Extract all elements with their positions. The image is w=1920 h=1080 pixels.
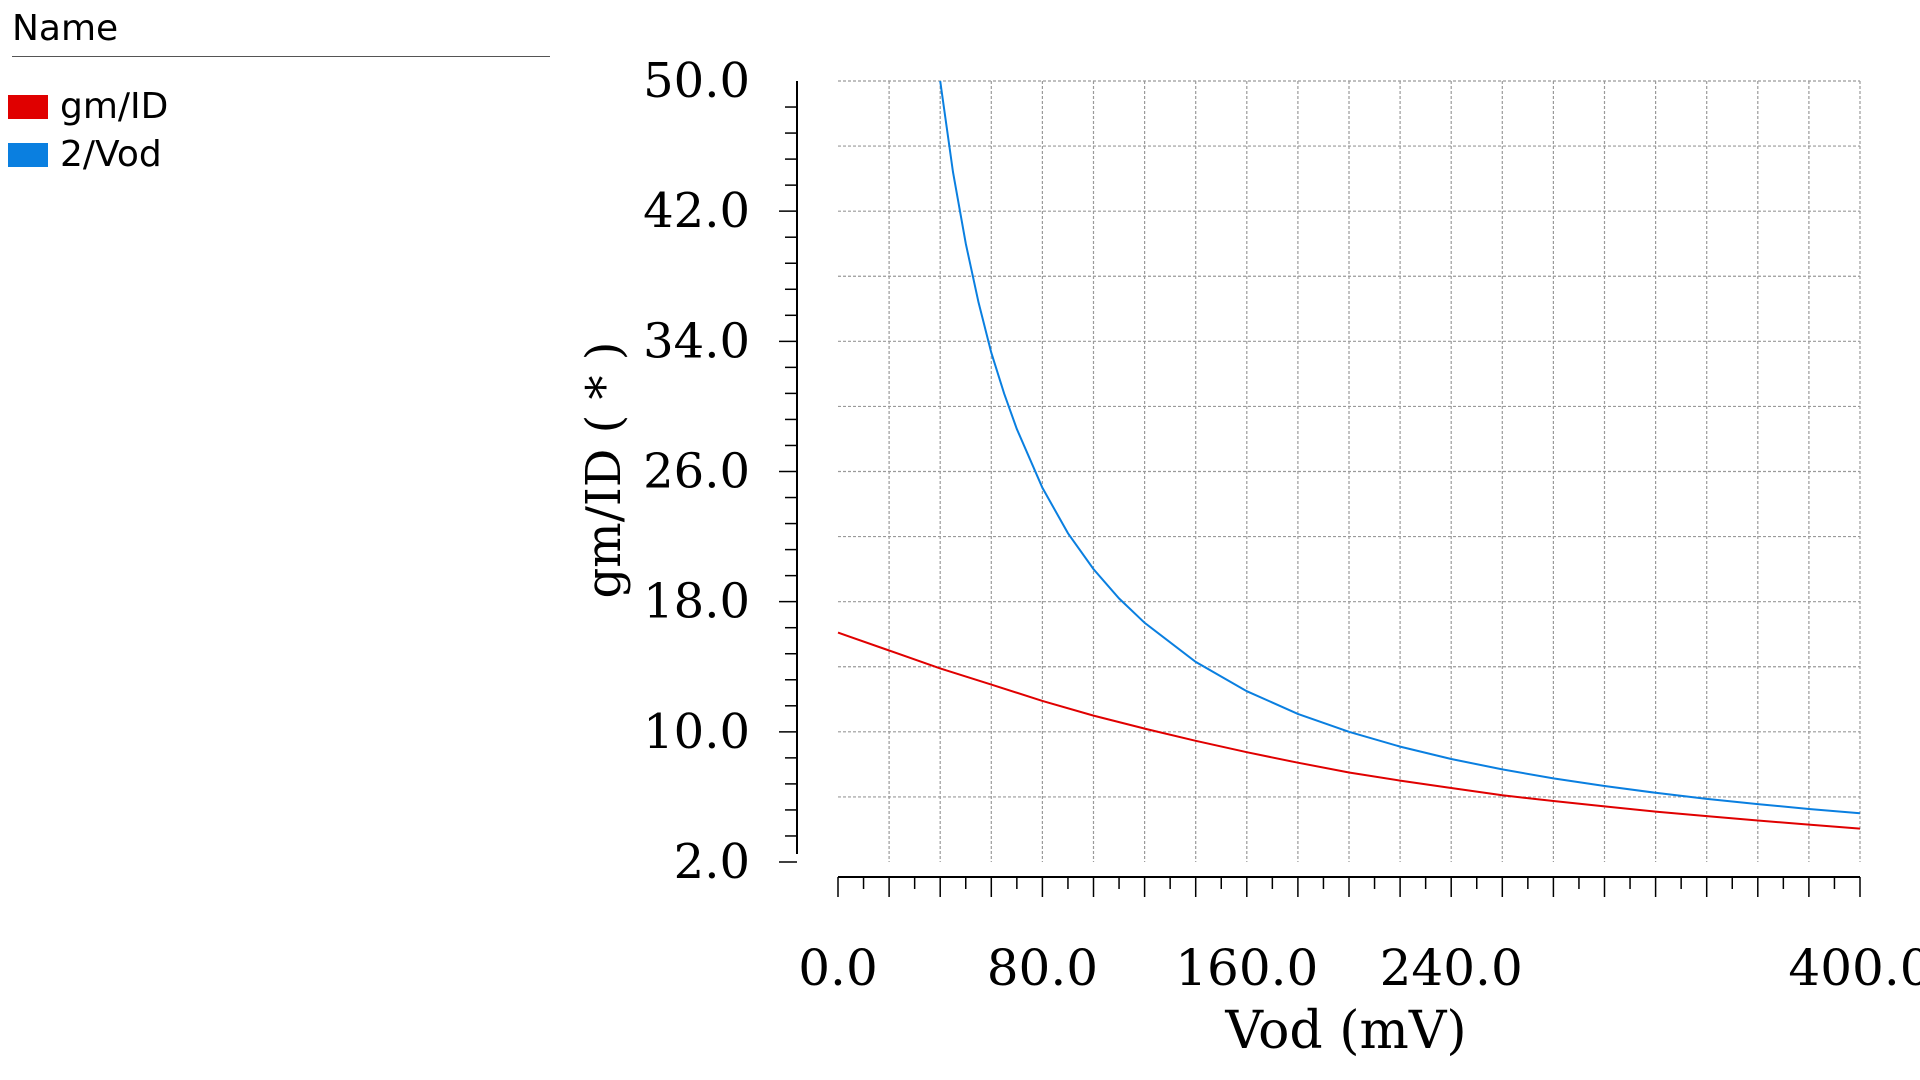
x-tick-label: 0.0 <box>798 939 878 997</box>
y-axis-label: gm/ID ( * ) <box>576 341 632 598</box>
x-axis-label: Vod (mV) <box>1224 1001 1466 1061</box>
y-tick-label: 10.0 <box>643 704 750 760</box>
legend-header: Name <box>12 8 119 49</box>
x-axis: 0.0 80.0 160.0 240.0 400.0 <box>798 876 1920 997</box>
y-tick-label: 42.0 <box>643 183 750 239</box>
series-line-2-vod <box>939 80 1861 815</box>
legend-item-2-vod[interactable]: 2/Vod <box>8 134 162 175</box>
x-tick-label: 240.0 <box>1380 939 1523 997</box>
y-tick-label: 26.0 <box>643 444 750 500</box>
x-tick-label: 400.0 <box>1788 939 1920 997</box>
legend-swatch-gm-id <box>8 94 48 119</box>
legend-label-gm-id: gm/ID <box>60 86 169 127</box>
grid <box>838 80 1861 862</box>
y-tick-label: 18.0 <box>643 574 750 630</box>
y-axis: 2.0 10.0 18.0 26.0 34.0 42.0 50.0 <box>643 53 798 890</box>
x-tick-label: 160.0 <box>1175 939 1318 997</box>
legend-label-2-vod: 2/Vod <box>60 134 162 175</box>
legend-item-gm-id[interactable]: gm/ID <box>8 86 168 127</box>
y-tick-label: 50.0 <box>643 53 750 109</box>
y-tick-label: 34.0 <box>643 313 750 369</box>
legend-swatch-2-vod <box>8 142 48 167</box>
series-line-gm-id <box>837 631 1861 830</box>
series-layer <box>837 80 1861 830</box>
y-tick-label: 2.0 <box>674 834 750 890</box>
legend-divider <box>12 56 550 57</box>
x-tick-label: 80.0 <box>987 939 1098 997</box>
